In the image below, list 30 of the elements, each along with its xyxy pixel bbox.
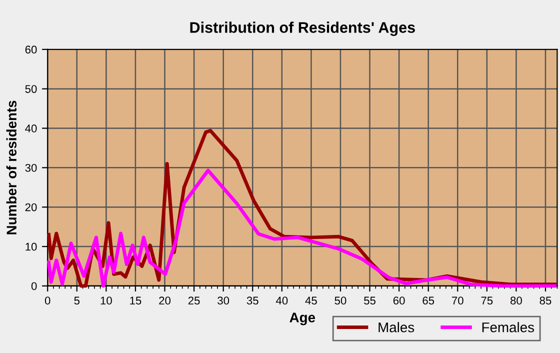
x-tick-label: 50 <box>334 296 346 305</box>
x-tick-label: 65 <box>422 296 434 305</box>
x-tick-label: 5 <box>74 296 80 305</box>
x-tick-label: 60 <box>393 296 405 305</box>
y-axis-title: Number of residents <box>6 100 17 234</box>
x-tick-label: 15 <box>130 296 142 305</box>
x-tick-label: 45 <box>305 296 317 305</box>
x-tick-label: 85 <box>540 296 552 305</box>
x-tick-label: 30 <box>218 296 230 305</box>
x-tick-label: 20 <box>159 296 170 305</box>
y-tick-label: 40 <box>25 124 37 132</box>
x-tick-label: 10 <box>100 296 112 305</box>
y-tick-label: 0 <box>31 282 37 290</box>
x-tick-label: 70 <box>452 296 464 305</box>
y-tick-label: 60 <box>25 46 37 54</box>
x-tick-label: 40 <box>276 296 288 305</box>
x-tick-label: 75 <box>481 296 493 305</box>
y-tick-label: 20 <box>25 203 37 212</box>
x-tick-label: 25 <box>188 296 200 305</box>
chart-title: Distribution of Residents' Ages <box>190 22 415 36</box>
legend-label: Females <box>482 322 534 332</box>
y-tick-label: 50 <box>25 85 37 93</box>
y-tick-label: 30 <box>25 164 37 172</box>
x-tick-label: 0 <box>44 296 50 305</box>
legend-label: Males <box>378 322 414 332</box>
y-tick-label: 10 <box>26 242 37 251</box>
x-tick-label: 35 <box>246 296 258 305</box>
x-tick-label: 55 <box>364 296 376 305</box>
x-tick-label: 80 <box>510 296 522 305</box>
x-axis-title: Age <box>290 312 316 326</box>
